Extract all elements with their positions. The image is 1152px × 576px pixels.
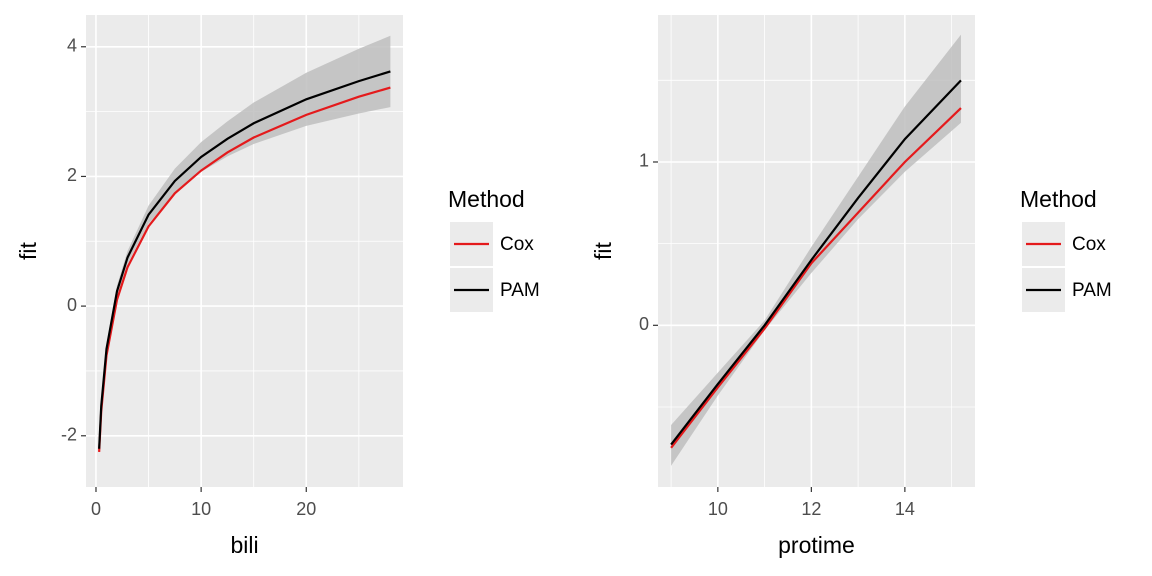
line [98, 70, 391, 449]
x-axis-title: bili [230, 532, 258, 558]
y-tick-label: 0 [639, 314, 649, 334]
x-tick-label: 12 [801, 499, 821, 519]
panel: -2 0 2 4 0 10 20 Cox PAM Method bili fit [15, 15, 540, 558]
y-tick-label: 4 [67, 36, 77, 56]
confidence-ribbon [671, 34, 961, 466]
legend-label: Cox [1072, 234, 1106, 255]
y-tick-label: 1 [639, 151, 649, 171]
legend-label: Cox [500, 234, 534, 255]
line [670, 79, 962, 446]
y-tick-label: -2 [61, 425, 77, 445]
panel: 0 1 10 12 14 Cox PAM Method protime fit [590, 15, 1112, 558]
x-tick-label: 14 [895, 499, 915, 519]
x-tick-label: 20 [296, 499, 316, 519]
y-axis-title: fit [590, 241, 616, 260]
legend-title: Method [448, 186, 525, 212]
x-axis-title: protime [778, 532, 855, 558]
y-tick-label: 2 [67, 165, 77, 185]
confidence-ribbon [99, 35, 391, 453]
line [670, 107, 962, 449]
y-tick-label: 0 [67, 295, 77, 315]
x-tick-label: 10 [708, 499, 728, 519]
x-tick-label: 10 [191, 499, 211, 519]
legend-label: PAM [1072, 280, 1112, 301]
x-tick-label: 0 [91, 499, 101, 519]
legend-label: PAM [500, 280, 540, 301]
legend-title: Method [1020, 186, 1097, 212]
y-axis-title: fit [15, 241, 41, 260]
